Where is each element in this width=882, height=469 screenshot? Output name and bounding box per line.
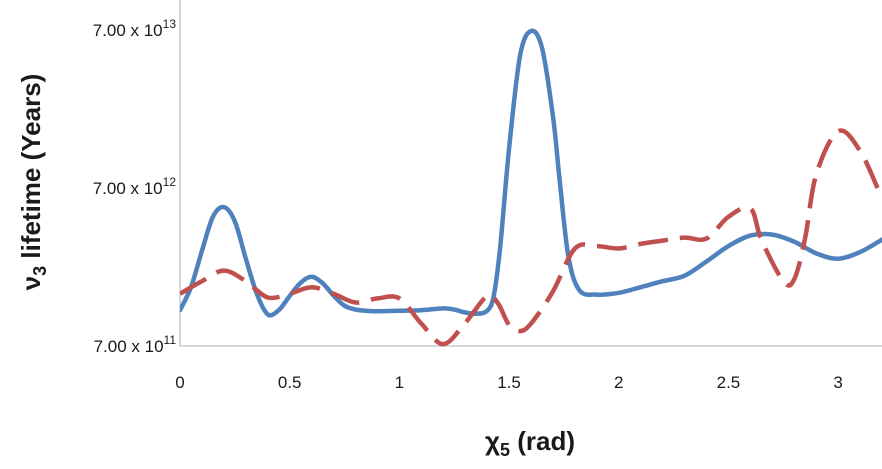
y-tick-label: 7.00 x 1012 xyxy=(93,175,177,198)
y-axis-title-symbol: ν xyxy=(16,276,46,290)
y-tick-label: 7.00 x 1013 xyxy=(93,17,177,40)
x-tick-label: 3 xyxy=(833,373,842,392)
x-axis-title: χ5 (rad) xyxy=(485,426,575,460)
dashed-red-series-line xyxy=(180,128,882,347)
y-axis-title-subscript: 3 xyxy=(30,266,50,276)
y-tick-label: 7.00 x 1011 xyxy=(94,333,177,356)
x-axis-title-symbol: χ xyxy=(485,426,500,456)
x-tick-label: 2.5 xyxy=(717,373,741,392)
x-tick-label: 0 xyxy=(175,373,184,392)
solid-blue-series-line xyxy=(180,28,882,318)
y-axis-title: ν3 lifetime (Years) xyxy=(16,74,50,291)
x-tick-label: 0.5 xyxy=(278,373,302,392)
x-axis-title-subscript: 5 xyxy=(500,440,510,460)
series-group xyxy=(180,28,882,347)
y-axis-title-rest: lifetime (Years) xyxy=(16,74,46,266)
x-tick-label: 1 xyxy=(395,373,404,392)
axes xyxy=(179,0,882,347)
tick-labels: 0 0.5 1 1.5 2 2.5 3 7.00 x 1011 7.00 x 1012 7.00 … xyxy=(93,17,843,392)
x-axis-title-rest: (rad) xyxy=(510,426,575,456)
x-tick-label: 2 xyxy=(614,373,623,392)
x-tick-label: 1.5 xyxy=(497,373,521,392)
